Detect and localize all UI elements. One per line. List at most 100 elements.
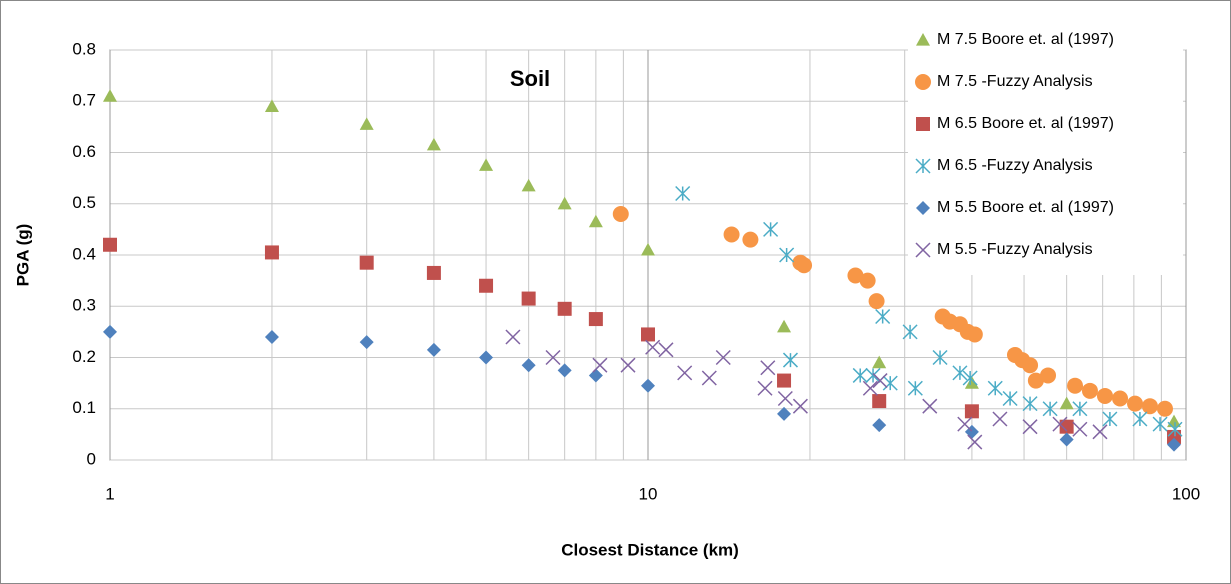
marker <box>1042 401 1058 417</box>
chart-title: Soil <box>510 66 550 91</box>
y-axis-label: PGA (g) <box>13 224 32 287</box>
marker <box>521 178 536 192</box>
marker <box>103 324 117 339</box>
marker <box>641 242 655 256</box>
marker <box>760 360 776 376</box>
marker <box>1040 367 1057 384</box>
marker <box>264 99 279 112</box>
marker <box>645 339 661 355</box>
marker <box>777 373 792 388</box>
marker <box>641 378 655 393</box>
marker <box>862 380 878 396</box>
legend-label: M 5.5 Boore et. al (1997) <box>937 199 1114 216</box>
marker <box>1027 372 1044 389</box>
marker <box>1152 416 1168 432</box>
y-tick-label: 0 <box>87 449 96 468</box>
marker <box>103 237 117 252</box>
legend-marker <box>916 117 930 131</box>
marker <box>966 326 983 343</box>
x-tick-label: 1 <box>105 484 114 503</box>
legend-label: M 5.5 -Fuzzy Analysis <box>937 241 1093 258</box>
legend-marker <box>916 201 930 215</box>
marker <box>1092 424 1108 440</box>
marker <box>1096 387 1113 404</box>
marker <box>872 373 888 389</box>
marker <box>545 349 561 366</box>
marker <box>359 117 374 130</box>
marker <box>557 363 572 378</box>
marker <box>1141 398 1158 415</box>
legend-background <box>908 25 1183 275</box>
marker <box>932 349 948 366</box>
y-tick-label: 0.7 <box>72 91 96 110</box>
x-axis-label: Closest Distance (km) <box>561 540 739 559</box>
marker <box>847 267 864 284</box>
marker <box>1081 382 1098 399</box>
marker <box>882 375 898 391</box>
marker <box>103 89 117 102</box>
marker <box>701 370 717 386</box>
marker <box>505 329 521 345</box>
marker <box>588 312 603 327</box>
marker <box>426 137 441 151</box>
marker <box>1167 437 1182 452</box>
x-tick-label: 10 <box>639 484 658 503</box>
marker <box>359 335 374 350</box>
y-tick-label: 0.4 <box>72 244 96 263</box>
marker <box>620 357 636 373</box>
marker <box>588 368 603 383</box>
marker <box>779 247 795 263</box>
marker <box>782 352 799 368</box>
marker <box>557 196 572 210</box>
marker <box>677 365 693 381</box>
y-tick-label: 0.5 <box>72 193 96 212</box>
marker <box>715 349 731 366</box>
marker <box>987 380 1003 396</box>
marker <box>792 398 808 414</box>
marker <box>658 342 674 358</box>
marker <box>1072 421 1088 437</box>
marker <box>264 330 279 344</box>
marker <box>967 434 983 450</box>
marker <box>964 404 979 419</box>
marker <box>1156 400 1173 417</box>
marker <box>723 226 740 243</box>
y-tick-label: 0.6 <box>72 142 96 161</box>
marker <box>1067 377 1084 394</box>
marker <box>1022 357 1039 374</box>
legend-label: M 6.5 -Fuzzy Analysis <box>937 157 1093 174</box>
marker <box>777 390 793 407</box>
marker <box>757 380 773 396</box>
marker <box>479 350 494 365</box>
marker <box>1112 390 1129 407</box>
marker <box>1072 401 1088 417</box>
marker <box>1059 419 1074 434</box>
marker <box>952 365 968 381</box>
marker <box>859 272 876 289</box>
marker <box>852 367 868 383</box>
marker <box>796 257 813 274</box>
marker <box>872 394 887 409</box>
legend-marker <box>915 242 931 258</box>
marker <box>1052 416 1068 432</box>
marker <box>1059 432 1074 447</box>
marker <box>1022 396 1038 412</box>
marker <box>521 291 536 306</box>
marker <box>777 319 792 333</box>
marker <box>907 380 923 396</box>
marker <box>1059 396 1074 410</box>
marker <box>1102 411 1118 427</box>
marker <box>872 355 887 369</box>
marker <box>675 185 691 202</box>
marker <box>922 398 938 414</box>
marker <box>964 376 979 389</box>
marker <box>1002 390 1018 407</box>
x-tick-label: 100 <box>1172 484 1200 503</box>
marker <box>742 231 759 248</box>
legend-label: M 7.5 Boore et. al (1997) <box>937 31 1114 48</box>
legend-label: M 6.5 Boore et. al (1997) <box>937 115 1114 132</box>
legend-marker <box>915 74 931 90</box>
marker <box>641 327 655 342</box>
y-tick-label: 0.1 <box>72 398 96 417</box>
